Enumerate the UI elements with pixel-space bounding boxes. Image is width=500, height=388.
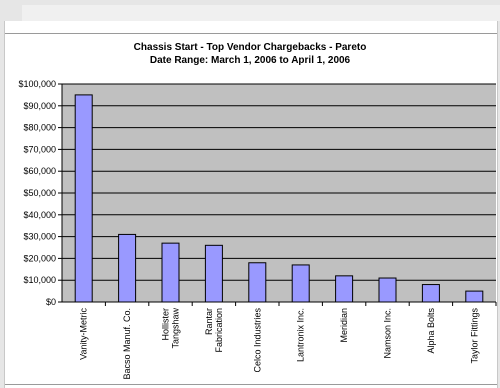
x-category-label: Lantronix Inc.: [296, 308, 306, 362]
x-category-label: Bacso Manuf. Co.: [122, 308, 132, 380]
panel-header-strip: [22, 5, 500, 21]
y-tick-label: $70,000: [23, 144, 56, 154]
y-tick-label: $60,000: [23, 166, 56, 176]
x-category-label: Vanity-Metric: [79, 308, 89, 360]
y-tick-label: $20,000: [23, 253, 56, 263]
y-tick-label: $50,000: [23, 188, 56, 198]
bar-9: [421, 284, 440, 303]
y-tick-label: $90,000: [23, 101, 56, 111]
y-tick-label: $30,000: [23, 232, 56, 242]
bar-3: [161, 242, 180, 303]
bar-10: [465, 290, 484, 303]
x-category-label: Meridian: [339, 308, 349, 343]
bar-4: [204, 244, 223, 303]
frame-top-rule: [5, 33, 497, 34]
y-tick-label: $40,000: [23, 210, 56, 220]
x-category-label: Taylor Fittings: [469, 308, 479, 364]
x-category-label: RantarFabrication: [204, 308, 224, 353]
y-tick-label: $80,000: [23, 123, 56, 133]
bar-2: [118, 233, 137, 303]
bar-6: [291, 264, 310, 303]
bar-1: [74, 94, 93, 303]
bar-5: [248, 262, 267, 303]
x-category-label: HollisterTangshaw: [161, 308, 181, 349]
x-category-label: Alpha Bolts: [426, 308, 436, 354]
bar-7: [335, 275, 354, 303]
y-tick-label: $100,000: [18, 79, 56, 89]
frame-bottom-rule: [5, 384, 497, 385]
chart-title: Chassis Start - Top Vendor Chargebacks -…: [133, 42, 367, 53]
bar-8: [378, 277, 397, 303]
chart-subtitle: Date Range: March 1, 2006 to April 1, 20…: [149, 55, 351, 66]
y-tick-label: $10,000: [23, 275, 56, 285]
x-category-label: Namson Inc.: [383, 308, 393, 359]
x-category-label: Celco Industries: [252, 308, 262, 373]
y-tick-label: $0: [46, 297, 56, 307]
